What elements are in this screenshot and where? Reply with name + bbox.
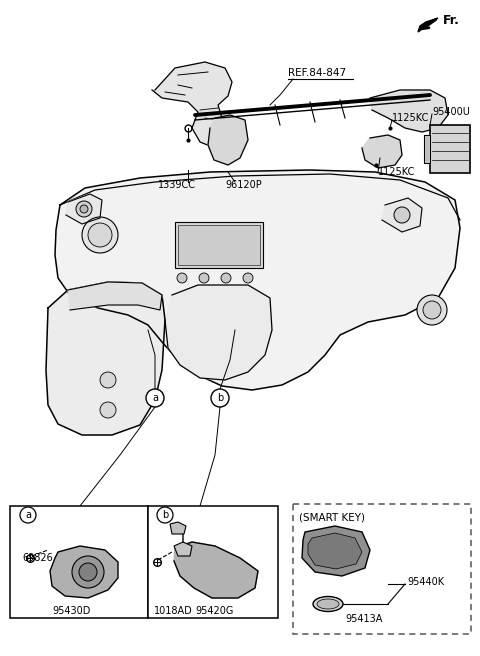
Text: b: b <box>162 510 168 520</box>
Circle shape <box>80 205 88 213</box>
Text: a: a <box>25 510 31 520</box>
Polygon shape <box>424 135 430 163</box>
Circle shape <box>177 273 187 283</box>
Polygon shape <box>174 542 258 598</box>
Circle shape <box>88 223 112 247</box>
Text: 95430D: 95430D <box>53 606 91 616</box>
Ellipse shape <box>317 599 339 609</box>
Circle shape <box>211 389 229 407</box>
Circle shape <box>199 273 209 283</box>
Bar <box>10 506 148 618</box>
Polygon shape <box>418 18 438 32</box>
Text: 96120P: 96120P <box>225 180 262 190</box>
Circle shape <box>157 507 173 523</box>
Bar <box>293 504 471 634</box>
Polygon shape <box>50 546 118 598</box>
Polygon shape <box>55 170 460 390</box>
Text: 69826: 69826 <box>22 553 53 563</box>
Text: 95420G: 95420G <box>196 606 234 616</box>
Text: (SMART KEY): (SMART KEY) <box>299 512 365 522</box>
Text: 95413A: 95413A <box>345 614 383 624</box>
Polygon shape <box>174 542 192 556</box>
Text: b: b <box>217 393 223 403</box>
Polygon shape <box>370 90 448 132</box>
Polygon shape <box>208 115 248 165</box>
Circle shape <box>72 556 104 588</box>
Text: REF.84-847: REF.84-847 <box>288 68 346 78</box>
Bar <box>175 222 263 268</box>
Text: 1339CC: 1339CC <box>158 180 196 190</box>
Polygon shape <box>152 62 232 148</box>
Text: 1125KC: 1125KC <box>392 113 430 123</box>
Text: 95400U: 95400U <box>432 107 470 117</box>
Polygon shape <box>68 282 162 310</box>
Circle shape <box>79 563 97 581</box>
Circle shape <box>243 273 253 283</box>
Polygon shape <box>308 533 362 569</box>
Text: Fr.: Fr. <box>443 14 460 27</box>
Circle shape <box>221 273 231 283</box>
Text: a: a <box>152 393 158 403</box>
Circle shape <box>20 507 36 523</box>
Ellipse shape <box>313 596 343 611</box>
Text: 1018AD: 1018AD <box>154 606 193 616</box>
Circle shape <box>100 402 116 418</box>
Polygon shape <box>302 526 370 576</box>
Polygon shape <box>66 194 102 224</box>
Polygon shape <box>165 285 272 380</box>
Polygon shape <box>170 522 186 534</box>
Polygon shape <box>382 198 422 232</box>
Bar <box>178 225 260 265</box>
Text: 95440K: 95440K <box>407 577 444 587</box>
Text: 1125KC: 1125KC <box>378 167 415 177</box>
Circle shape <box>146 389 164 407</box>
Polygon shape <box>362 135 402 168</box>
Circle shape <box>423 301 441 319</box>
Circle shape <box>76 201 92 217</box>
Circle shape <box>417 295 447 325</box>
Circle shape <box>82 217 118 253</box>
Circle shape <box>100 372 116 388</box>
Bar <box>430 125 470 173</box>
Circle shape <box>394 207 410 223</box>
Polygon shape <box>46 282 165 435</box>
Bar <box>148 506 278 618</box>
